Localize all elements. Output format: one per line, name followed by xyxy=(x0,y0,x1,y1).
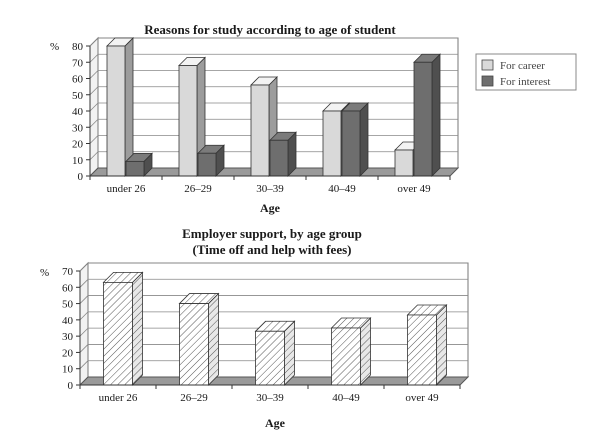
bar-3-side xyxy=(284,320,295,386)
chart-2-title: Employer support, by age group xyxy=(182,226,362,241)
y-tick-label: 0 xyxy=(78,171,84,183)
x-tick-label: over 49 xyxy=(405,392,439,404)
gridline-side xyxy=(79,311,89,321)
gridline-side xyxy=(79,262,89,272)
bar-for-interest-4-side xyxy=(359,102,369,177)
bar-for-career-3 xyxy=(250,84,270,177)
bar-3 xyxy=(255,330,285,386)
y-tick-label: 40 xyxy=(72,106,84,118)
bar-for-career-2 xyxy=(178,65,198,177)
gridline-side xyxy=(79,344,89,353)
bar-for-career-4 xyxy=(322,110,342,177)
y-tick-label: 30 xyxy=(62,331,74,343)
y-tick-label: 0 xyxy=(68,380,74,392)
gridline-side xyxy=(89,37,99,47)
x-tick-label: 26–29 xyxy=(180,392,208,404)
y-tick-label: 70 xyxy=(62,266,74,278)
chart-2-subtitle: (Time off and help with fees) xyxy=(192,242,351,257)
gridline-side xyxy=(89,53,99,63)
chart-1-plot: 0 10 20 30 40 50 60 70 80 under 26 26–29 30–39 40–49… xyxy=(72,36,460,195)
bar-for-interest-1 xyxy=(125,160,145,177)
y-tick-label: 80 xyxy=(72,41,84,53)
bar-for-interest-4 xyxy=(341,110,361,177)
x-tick-label: 30–39 xyxy=(256,183,284,195)
legend-label-for-career: For career xyxy=(500,60,545,72)
y-tick-label: 10 xyxy=(72,155,84,167)
x-tick-label: 40–49 xyxy=(328,183,356,195)
gridline-side xyxy=(89,70,99,79)
plot-side-wall xyxy=(79,261,89,387)
y-tick-label: 10 xyxy=(62,364,74,376)
gridline-side xyxy=(89,86,99,96)
bar-for-interest-5 xyxy=(413,61,433,177)
bar-4 xyxy=(331,327,361,386)
gridline-side xyxy=(79,360,89,369)
gridline-side xyxy=(79,327,89,337)
bar-1 xyxy=(103,281,133,386)
bar-for-career-1 xyxy=(106,45,126,177)
x-tick-label: 26–29 xyxy=(184,183,212,195)
y-tick-label: 60 xyxy=(62,282,74,294)
bar-for-interest-2 xyxy=(197,152,217,177)
gridline-side xyxy=(79,295,89,304)
y-tick-label: 20 xyxy=(72,139,84,151)
x-tick-label: under 26 xyxy=(99,392,138,404)
chart-1-legend: For career For interest xyxy=(475,53,577,91)
legend-swatch-for-interest xyxy=(481,75,494,87)
y-tick-label: 20 xyxy=(62,347,74,359)
bar-2-side xyxy=(208,292,219,386)
chart-2-xlabel: Age xyxy=(265,416,286,430)
x-tick-label: under 26 xyxy=(107,183,146,195)
y-tick-label: 60 xyxy=(72,74,84,86)
bar-4-side xyxy=(360,317,371,386)
gridline-side xyxy=(79,279,89,288)
bar-for-career-5 xyxy=(394,149,414,177)
bar-1-side xyxy=(132,271,143,386)
x-tick-label: 40–49 xyxy=(332,392,360,404)
legend-label-for-interest: For interest xyxy=(500,76,550,88)
chart-2-plot: 0 10 20 30 40 50 60 70 under 26 26–29 30–39 40–49 ov… xyxy=(62,261,470,404)
x-tick-label: over 49 xyxy=(397,183,431,195)
legend-swatch-for-career xyxy=(481,59,494,71)
bar-for-interest-5-side xyxy=(431,53,441,177)
y-tick-label: 40 xyxy=(62,315,74,327)
chart-1-title: Reasons for study according to age of st… xyxy=(144,22,396,37)
bar-5-side xyxy=(436,304,447,386)
gridline-side xyxy=(89,135,99,144)
y-tick-label: 30 xyxy=(72,122,84,134)
chart-1-xlabel: Age xyxy=(260,201,281,215)
chart-2-ylabel: % xyxy=(40,267,49,279)
chart-2: Employer support, by age group (Time off… xyxy=(40,226,470,430)
bar-5 xyxy=(407,314,437,386)
gridline-side xyxy=(89,118,99,128)
y-tick-label: 50 xyxy=(62,299,74,311)
chart-1-ylabel: % xyxy=(50,41,59,53)
y-tick-label: 70 xyxy=(72,57,84,69)
chart-1: Reasons for study according to age of st… xyxy=(50,22,577,215)
y-tick-label: 50 xyxy=(72,90,84,102)
gridline-side xyxy=(89,102,99,112)
bar-2 xyxy=(179,303,209,386)
x-tick-label: 30–39 xyxy=(256,392,284,404)
bar-for-interest-3 xyxy=(269,139,289,177)
gridline-side xyxy=(89,151,99,161)
